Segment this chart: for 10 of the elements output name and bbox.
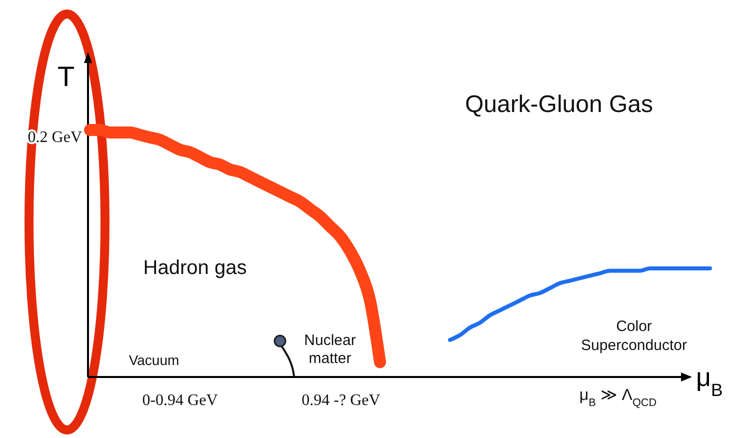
y-axis-title: T (57, 61, 75, 92)
annotation: Hadron gas (143, 257, 247, 279)
annotation: Color Superconductor (581, 318, 687, 354)
text: μ$_{B}$ ≫ Λ$_{QCD}$ (579, 387, 657, 409)
x-axis-title: μ$_{B}$ (696, 362, 723, 400)
text: 0.94 -? GeV (302, 392, 381, 409)
annotation: Nuclear matter (304, 332, 356, 367)
annotation: Vacuum (128, 352, 180, 368)
text: Quark-Gluon Gas (464, 91, 654, 118)
text: 0-0.94 GeV (142, 392, 218, 409)
